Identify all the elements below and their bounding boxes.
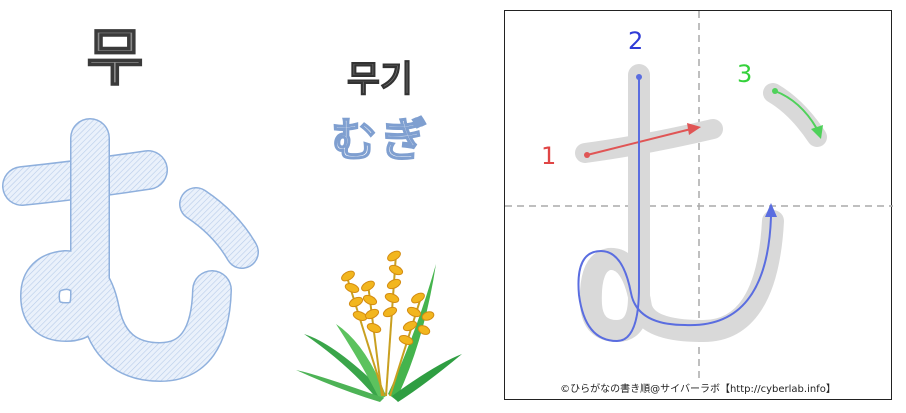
stroke-2-start-dot xyxy=(636,74,642,80)
stroke-3-path xyxy=(774,90,818,130)
stroke-number-2: 2 xyxy=(628,27,644,55)
stroke-order-panel: 1 2 3 ©ひらがなの書き順@サイバーラボ【http://cyberlab.i… xyxy=(504,10,893,400)
character-shadow xyxy=(575,64,827,342)
stroke-order-diagram xyxy=(505,11,893,381)
stroke-1-arrowhead xyxy=(687,123,701,135)
word-kana: むぎ xyxy=(330,112,431,168)
stroke-number-3: 3 xyxy=(737,60,753,88)
stroke-number-1: 1 xyxy=(541,142,557,170)
copyright-credit: ©ひらがなの書き順@サイバーラボ【http://cyberlab.info】 xyxy=(560,384,836,395)
wheat-illustration-icon xyxy=(296,250,462,402)
stroke-2-arrowhead xyxy=(765,203,777,217)
stroke-3-start-dot xyxy=(772,88,778,94)
big-kana-mu xyxy=(2,118,259,382)
word-korean-reading: 무기 xyxy=(346,59,414,101)
stroke-3-arrowhead xyxy=(811,125,823,139)
korean-reading: 무 xyxy=(86,20,145,95)
stroke-1-start-dot xyxy=(584,152,590,158)
stroke-2-path xyxy=(577,77,772,343)
